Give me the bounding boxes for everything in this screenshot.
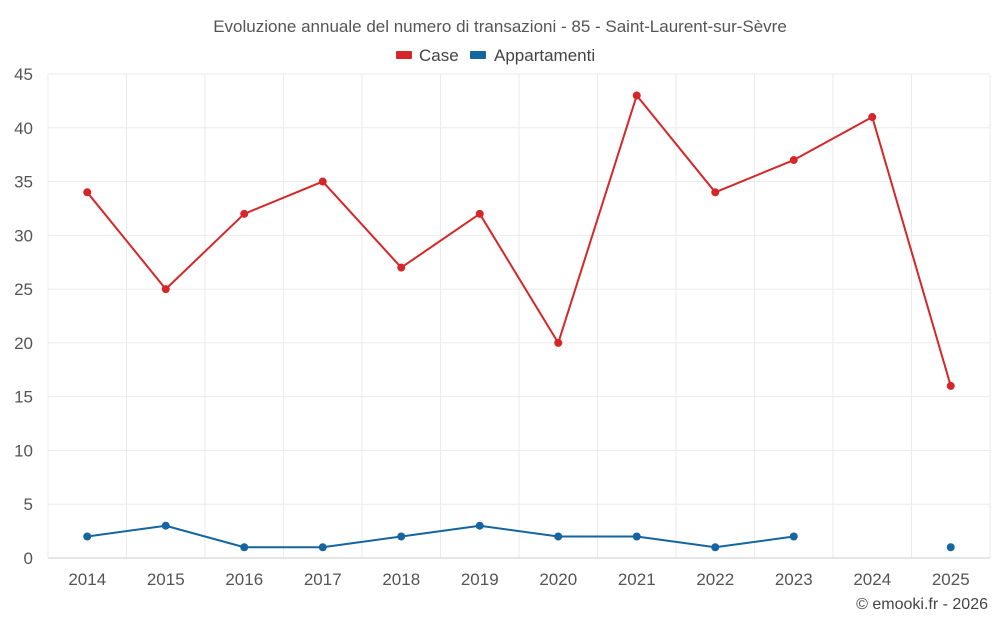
- series-case: [83, 91, 955, 390]
- y-tick-label: 45: [14, 65, 33, 84]
- data-point-case: [83, 188, 92, 197]
- series-layer: [83, 91, 955, 552]
- legend-swatch-case: [396, 51, 412, 59]
- y-tick-label: 10: [14, 441, 33, 460]
- legend-label-case: Case: [419, 46, 459, 65]
- legend-item-appartamenti[interactable]: Appartamenti: [470, 46, 595, 65]
- y-tick-label: 35: [14, 173, 33, 192]
- data-point-case: [946, 381, 955, 390]
- data-point-appartamenti: [240, 543, 249, 552]
- x-tick-label: 2015: [147, 570, 185, 589]
- legend-label-appartamenti: Appartamenti: [494, 46, 595, 65]
- data-point-case: [475, 209, 484, 218]
- data-point-appartamenti: [161, 521, 170, 530]
- y-tick-label: 30: [14, 226, 33, 245]
- data-point-case: [632, 91, 641, 100]
- credit-text: © emooki.fr - 2026: [856, 596, 988, 613]
- chart-title: Evoluzione annuale del numero di transaz…: [213, 17, 787, 36]
- x-tick-label: 2021: [618, 570, 656, 589]
- y-tick-label: 0: [24, 549, 33, 568]
- data-point-appartamenti: [475, 521, 484, 530]
- x-tick-label: 2014: [68, 570, 106, 589]
- y-tick-label: 15: [14, 388, 33, 407]
- x-tick-label: 2019: [461, 570, 499, 589]
- data-point-appartamenti: [789, 532, 798, 541]
- series-appartamenti: [83, 521, 955, 552]
- y-tick-label: 5: [24, 495, 33, 514]
- y-tick-label: 20: [14, 334, 33, 353]
- series-line-case: [86, 94, 952, 387]
- data-point-case: [868, 113, 877, 122]
- y-tick-label: 40: [14, 119, 33, 138]
- data-point-case: [161, 285, 170, 294]
- data-point-case: [240, 209, 249, 218]
- series-line-appartamenti: [87, 524, 794, 549]
- x-tick-label: 2018: [382, 570, 420, 589]
- legend-item-case[interactable]: Case: [396, 46, 459, 65]
- grid: [47, 73, 991, 558]
- data-point-appartamenti: [83, 532, 92, 541]
- x-tick-label: 2017: [304, 570, 342, 589]
- data-point-case: [711, 188, 720, 197]
- y-tick-label: 25: [14, 280, 33, 299]
- data-point-appartamenti: [397, 532, 406, 541]
- data-point-appartamenti: [318, 543, 327, 552]
- x-tick-label: 2024: [853, 570, 891, 589]
- data-point-appartamenti: [711, 543, 720, 552]
- data-point-case: [397, 263, 406, 272]
- data-point-case: [318, 177, 327, 186]
- x-tick-label: 2023: [775, 570, 813, 589]
- legend-swatch-appartamenti: [470, 51, 486, 59]
- data-point-appartamenti: [554, 532, 563, 541]
- data-point-appartamenti: [632, 532, 641, 541]
- data-point-case: [554, 338, 563, 347]
- data-point-appartamenti: [946, 543, 955, 552]
- x-tick-label: 2016: [225, 570, 263, 589]
- data-point-case: [789, 156, 798, 165]
- x-tick-label: 2020: [539, 570, 577, 589]
- x-tick-label: 2022: [696, 570, 734, 589]
- x-tick-label: 2025: [932, 570, 970, 589]
- legend: Case Appartamenti: [396, 46, 595, 65]
